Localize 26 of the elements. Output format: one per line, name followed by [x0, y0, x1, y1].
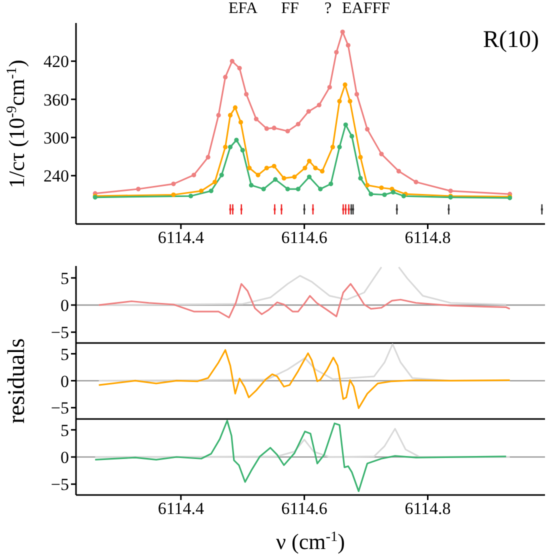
- x-tick-label: 6114.6: [281, 228, 328, 248]
- annotation: R(10): [483, 27, 539, 54]
- text: EAFFF: [342, 0, 390, 18]
- x-tick-label: 6114.4: [158, 499, 204, 518]
- y-tick-label: 300: [44, 128, 69, 148]
- y-tick-label: −5: [50, 323, 69, 342]
- y-tick-label: 5: [60, 344, 69, 364]
- y-tick-label: 5: [60, 268, 69, 288]
- y-tick-label: 0: [60, 448, 69, 468]
- x-tick-label: 6114.8: [404, 228, 451, 248]
- text: EFA: [228, 0, 258, 18]
- y-tick-label: 0: [60, 296, 69, 316]
- x-axis-title: ν (cm$^{-1}$): [276, 529, 345, 554]
- x-tick-label: 6114.6: [281, 499, 328, 518]
- y-tick-label: 240: [44, 166, 69, 186]
- y-axis-title: residuals: [4, 338, 30, 424]
- y-tick-label: 360: [44, 90, 69, 110]
- text: ?: [324, 0, 332, 18]
- y-tick-label: 420: [44, 52, 69, 72]
- x-tick-label: 6114.8: [404, 499, 451, 518]
- text: FF: [281, 0, 299, 18]
- y-tick-label: 5: [60, 420, 69, 440]
- y-tick-label: 0: [60, 372, 69, 391]
- y-tick-label: −5: [50, 398, 69, 418]
- y-tick-label: −5: [50, 475, 69, 494]
- x-tick-label: 6114.4: [158, 228, 204, 248]
